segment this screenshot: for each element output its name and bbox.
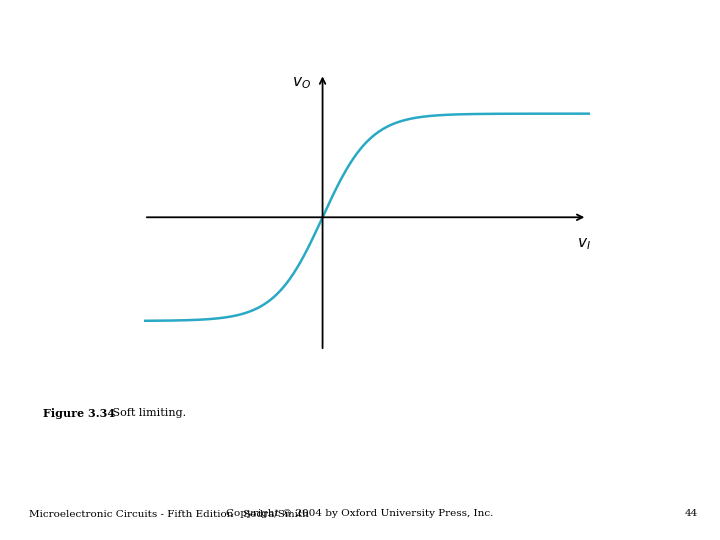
Text: Copyright © 2004 by Oxford University Press, Inc.: Copyright © 2004 by Oxford University Pr… <box>226 509 494 518</box>
Text: 44: 44 <box>685 509 698 518</box>
Text: Figure 3.34: Figure 3.34 <box>43 408 115 418</box>
Text: $v_I$: $v_I$ <box>577 236 591 252</box>
Text: $v_O$: $v_O$ <box>292 76 311 91</box>
Text: Microelectronic Circuits - Fifth Edition   Sedra/Smith: Microelectronic Circuits - Fifth Edition… <box>29 509 309 518</box>
Text: Soft limiting.: Soft limiting. <box>109 408 186 418</box>
